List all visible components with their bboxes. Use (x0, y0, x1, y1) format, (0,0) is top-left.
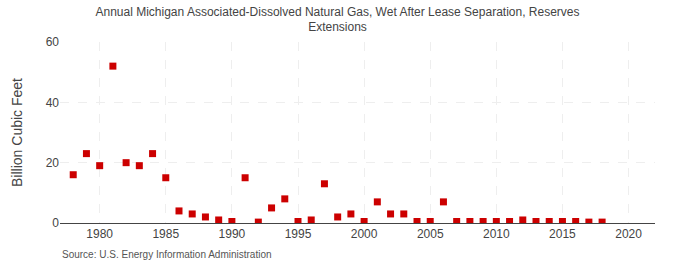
svg-text:60: 60 (46, 35, 60, 49)
svg-text:1995: 1995 (285, 227, 312, 241)
svg-text:20: 20 (46, 156, 60, 170)
svg-text:2010: 2010 (483, 227, 510, 241)
svg-text:1990: 1990 (219, 227, 246, 241)
svg-text:40: 40 (46, 96, 60, 110)
svg-text:0: 0 (52, 216, 59, 230)
svg-text:Source: U.S. Energy Informatio: Source: U.S. Energy Information Administ… (62, 249, 272, 260)
svg-text:2020: 2020 (615, 227, 642, 241)
svg-text:2005: 2005 (417, 227, 444, 241)
svg-text:Billion Cubic Feet: Billion Cubic Feet (9, 78, 25, 187)
svg-text:2015: 2015 (549, 227, 576, 241)
svg-text:2000: 2000 (351, 227, 378, 241)
svg-text:Annual Michigan Associated-Dis: Annual Michigan Associated-Dissolved Nat… (95, 5, 579, 35)
svg-text:1980: 1980 (86, 227, 113, 241)
svg-text:1985: 1985 (152, 227, 179, 241)
